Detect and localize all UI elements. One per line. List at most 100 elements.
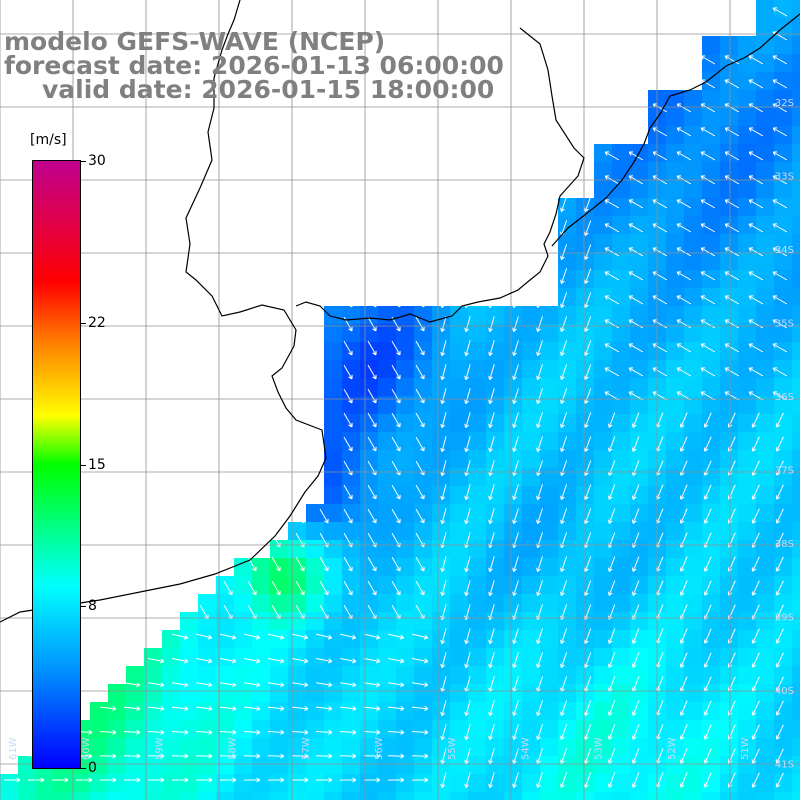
wind-cell <box>702 180 720 198</box>
wind-cell <box>252 594 270 612</box>
wind-cell <box>162 648 180 666</box>
wind-arrow <box>676 199 692 209</box>
wind-cell <box>684 378 702 396</box>
wind-cell <box>450 666 468 684</box>
wind-cell <box>612 234 630 252</box>
wind-cell <box>414 594 432 612</box>
wind-arrow <box>775 484 784 500</box>
wind-cell <box>198 720 216 738</box>
wind-cell <box>486 630 504 648</box>
lon-label: 60W <box>81 737 92 760</box>
wind-cell <box>450 378 468 396</box>
wind-cell <box>594 684 612 702</box>
wind-cell <box>720 594 738 612</box>
wind-cell <box>594 738 612 756</box>
wind-cell <box>738 144 756 162</box>
wind-cell <box>522 396 540 414</box>
wind-cell <box>630 234 648 252</box>
wind-arrow <box>464 460 471 477</box>
wind-arrow <box>584 196 592 212</box>
wind-cell <box>522 414 540 432</box>
wind-cell <box>450 774 468 792</box>
wind-arrow <box>536 340 543 356</box>
lat-label: 34S <box>775 245 794 256</box>
wind-arrow <box>315 706 333 711</box>
wind-cell <box>702 378 720 396</box>
wind-cell <box>774 126 792 144</box>
wind-arrow <box>512 292 519 308</box>
wind-arrow <box>512 388 519 404</box>
wind-arrow <box>748 199 764 209</box>
wind-arrow <box>772 295 788 305</box>
wind-cell <box>792 108 800 126</box>
wind-cell <box>468 594 486 612</box>
wind-cell <box>486 738 504 756</box>
wind-cell <box>252 630 270 648</box>
wind-arrow <box>291 777 309 783</box>
wind-cell <box>684 522 702 540</box>
wind-cell <box>720 720 738 738</box>
wind-cell <box>504 612 522 630</box>
wind-arrow <box>604 295 620 305</box>
wind-arrow <box>440 748 447 765</box>
wind-arrow <box>751 700 760 716</box>
wind-cell <box>432 666 450 684</box>
wind-cell <box>720 36 738 54</box>
wind-arrow <box>268 633 285 640</box>
wind-cell <box>774 576 792 594</box>
wind-cell <box>414 720 432 738</box>
wind-cell <box>288 558 306 576</box>
wind-cell <box>306 684 324 702</box>
wind-cell <box>540 378 558 396</box>
wind-cell <box>720 306 738 324</box>
wind-cell <box>738 684 756 702</box>
wind-arrow <box>751 628 760 644</box>
wind-cell <box>702 738 720 756</box>
wind-cell <box>666 702 684 720</box>
wind-cell <box>720 486 738 504</box>
wind-cell <box>306 792 324 800</box>
wind-arrow <box>391 412 401 428</box>
wind-cell <box>234 738 252 756</box>
wind-cell <box>720 270 738 288</box>
wind-cell <box>774 36 792 54</box>
wind-cell <box>576 612 594 630</box>
wind-arrow <box>267 706 285 711</box>
wind-arrow <box>440 340 447 357</box>
wind-arrow <box>676 223 692 233</box>
wind-cell <box>774 396 792 414</box>
wind-arrow <box>700 295 716 305</box>
wind-cell <box>360 486 378 504</box>
wind-cell <box>270 684 288 702</box>
wind-arrow <box>536 652 543 668</box>
wind-cell <box>378 666 396 684</box>
wind-cell <box>720 288 738 306</box>
wind-cell <box>360 540 378 558</box>
wind-cell <box>432 612 450 630</box>
wind-cell <box>378 540 396 558</box>
wind-arrow <box>631 652 640 668</box>
wind-cell <box>738 72 756 90</box>
wind-cell <box>450 468 468 486</box>
wind-cell <box>738 342 756 360</box>
wind-arrow <box>123 706 141 711</box>
wind-cell <box>468 666 486 684</box>
wind-cell <box>756 270 774 288</box>
wind-arrow <box>412 682 429 688</box>
wind-cell <box>684 144 702 162</box>
wind-cell <box>702 126 720 144</box>
wind-cell <box>702 450 720 468</box>
wind-cell <box>774 0 792 18</box>
wind-cell <box>792 486 800 504</box>
wind-arrow <box>391 460 401 476</box>
wind-cell <box>504 648 522 666</box>
wind-cell <box>540 738 558 756</box>
wind-cell <box>576 522 594 540</box>
wind-cell <box>630 288 648 306</box>
wind-cell <box>666 252 684 270</box>
wind-cell <box>720 666 738 684</box>
wind-cell <box>576 648 594 666</box>
wind-arrow <box>628 199 644 209</box>
wind-cell <box>522 342 540 360</box>
wind-cell <box>360 792 378 800</box>
